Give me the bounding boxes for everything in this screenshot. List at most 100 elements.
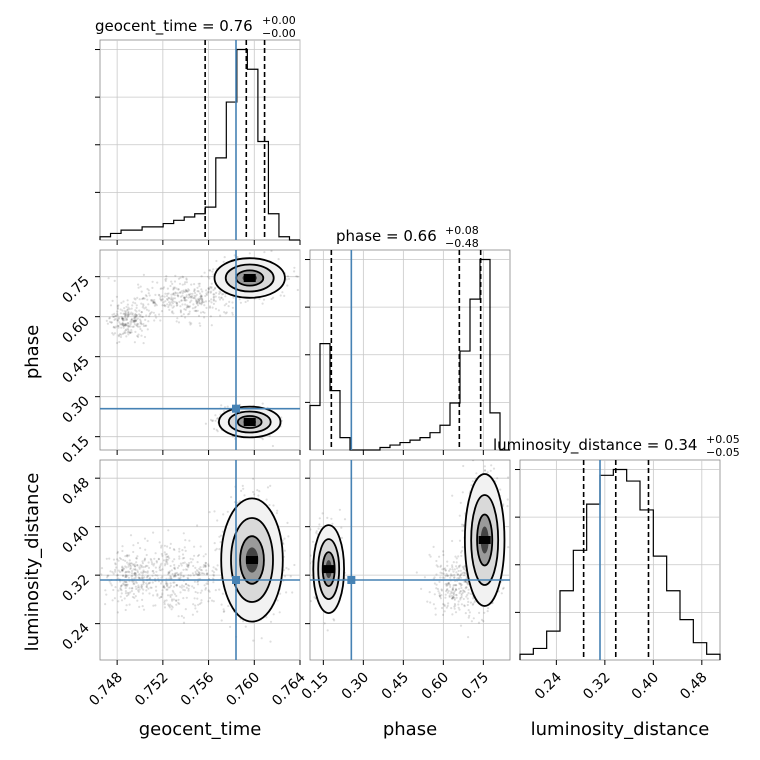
xtick-label-luminosity_distance-0: 0.24 (532, 669, 565, 702)
sample-point (483, 465, 486, 468)
sample-point (293, 266, 296, 269)
sample-point (293, 563, 296, 567)
sample-point (130, 562, 133, 565)
sample-point (149, 312, 152, 315)
sample-point (439, 597, 442, 600)
sample-point (166, 287, 169, 290)
sample-point (469, 601, 472, 604)
sample-point (141, 297, 144, 301)
sample-point (455, 584, 458, 587)
sample-point (442, 603, 445, 606)
sample-point (236, 256, 239, 259)
sample-point (126, 591, 129, 594)
sample-point (460, 549, 464, 553)
sample-point (129, 567, 132, 571)
sample-point (208, 596, 211, 600)
sample-point (258, 490, 261, 493)
sample-point (131, 304, 134, 307)
xtick-label-phase-0: 0.15 (299, 670, 332, 703)
sample-point (134, 302, 137, 305)
sample-point (451, 597, 454, 600)
sample-point (214, 295, 217, 298)
sample-point (154, 604, 157, 607)
sample-point (453, 568, 456, 571)
sample-point (282, 542, 285, 546)
sample-point (286, 284, 289, 287)
sample-point (269, 640, 272, 643)
sample-point (131, 580, 134, 583)
sample-point (155, 304, 158, 307)
sample-point (456, 567, 459, 570)
sample-point (176, 566, 179, 570)
sample-point (117, 335, 121, 338)
sample-point (463, 604, 466, 607)
sample-point (244, 300, 247, 304)
sample-point (130, 321, 133, 324)
sample-point (146, 570, 149, 573)
sample-point (152, 302, 155, 305)
sample-point (238, 298, 241, 301)
sample-point (164, 553, 167, 556)
sample-point (160, 546, 163, 549)
sample-point (133, 573, 137, 577)
sample-point (164, 292, 167, 295)
sample-point (111, 332, 114, 335)
sample-point (202, 310, 205, 314)
sample-point (223, 256, 226, 259)
sample-point (204, 565, 207, 568)
sample-point (236, 501, 239, 504)
sample-point (189, 301, 192, 304)
sample-point (153, 298, 156, 302)
sample-point (134, 313, 137, 316)
sample-point (129, 322, 132, 326)
sample-point (187, 565, 190, 568)
sample-point (181, 553, 185, 556)
sample-point (447, 589, 450, 593)
sample-point (196, 580, 199, 584)
sample-point (144, 565, 147, 569)
sample-point (158, 567, 161, 570)
sample-point (455, 557, 458, 560)
sample-point (343, 518, 347, 521)
sample-point (134, 313, 137, 316)
sample-point (173, 563, 176, 567)
sample-point (331, 522, 334, 525)
sample-point (182, 597, 185, 600)
sample-point (215, 259, 218, 263)
sample-point (453, 590, 456, 593)
sample-point (138, 325, 141, 328)
sample-point (159, 295, 162, 299)
sample-point (159, 564, 162, 567)
sample-point (206, 573, 209, 576)
sample-point (169, 575, 172, 578)
sample-point (121, 332, 124, 335)
sample-point (180, 299, 183, 302)
sample-point (145, 585, 148, 588)
sample-point (483, 469, 487, 472)
sample-point (160, 552, 163, 556)
sample-point (201, 299, 204, 302)
sample-point (124, 590, 127, 593)
sample-point (452, 596, 455, 599)
sample-point (135, 557, 138, 560)
sample-point (471, 480, 474, 483)
sample-point (149, 586, 152, 589)
sample-point (154, 302, 157, 305)
sample-point (135, 319, 138, 323)
sample-point (214, 414, 217, 417)
sample-point (200, 294, 203, 297)
sample-point (268, 434, 271, 437)
sample-point (104, 603, 107, 606)
sample-point (124, 571, 127, 574)
sample-point (174, 292, 177, 295)
sample-point (120, 558, 123, 561)
sample-point (150, 311, 153, 314)
sample-point (130, 587, 134, 590)
sample-point (126, 309, 129, 312)
sample-point (116, 306, 119, 309)
sample-point (197, 282, 200, 285)
sample-point (164, 278, 167, 281)
sample-point (134, 315, 137, 318)
sample-point (197, 570, 200, 573)
sample-point (269, 484, 272, 487)
